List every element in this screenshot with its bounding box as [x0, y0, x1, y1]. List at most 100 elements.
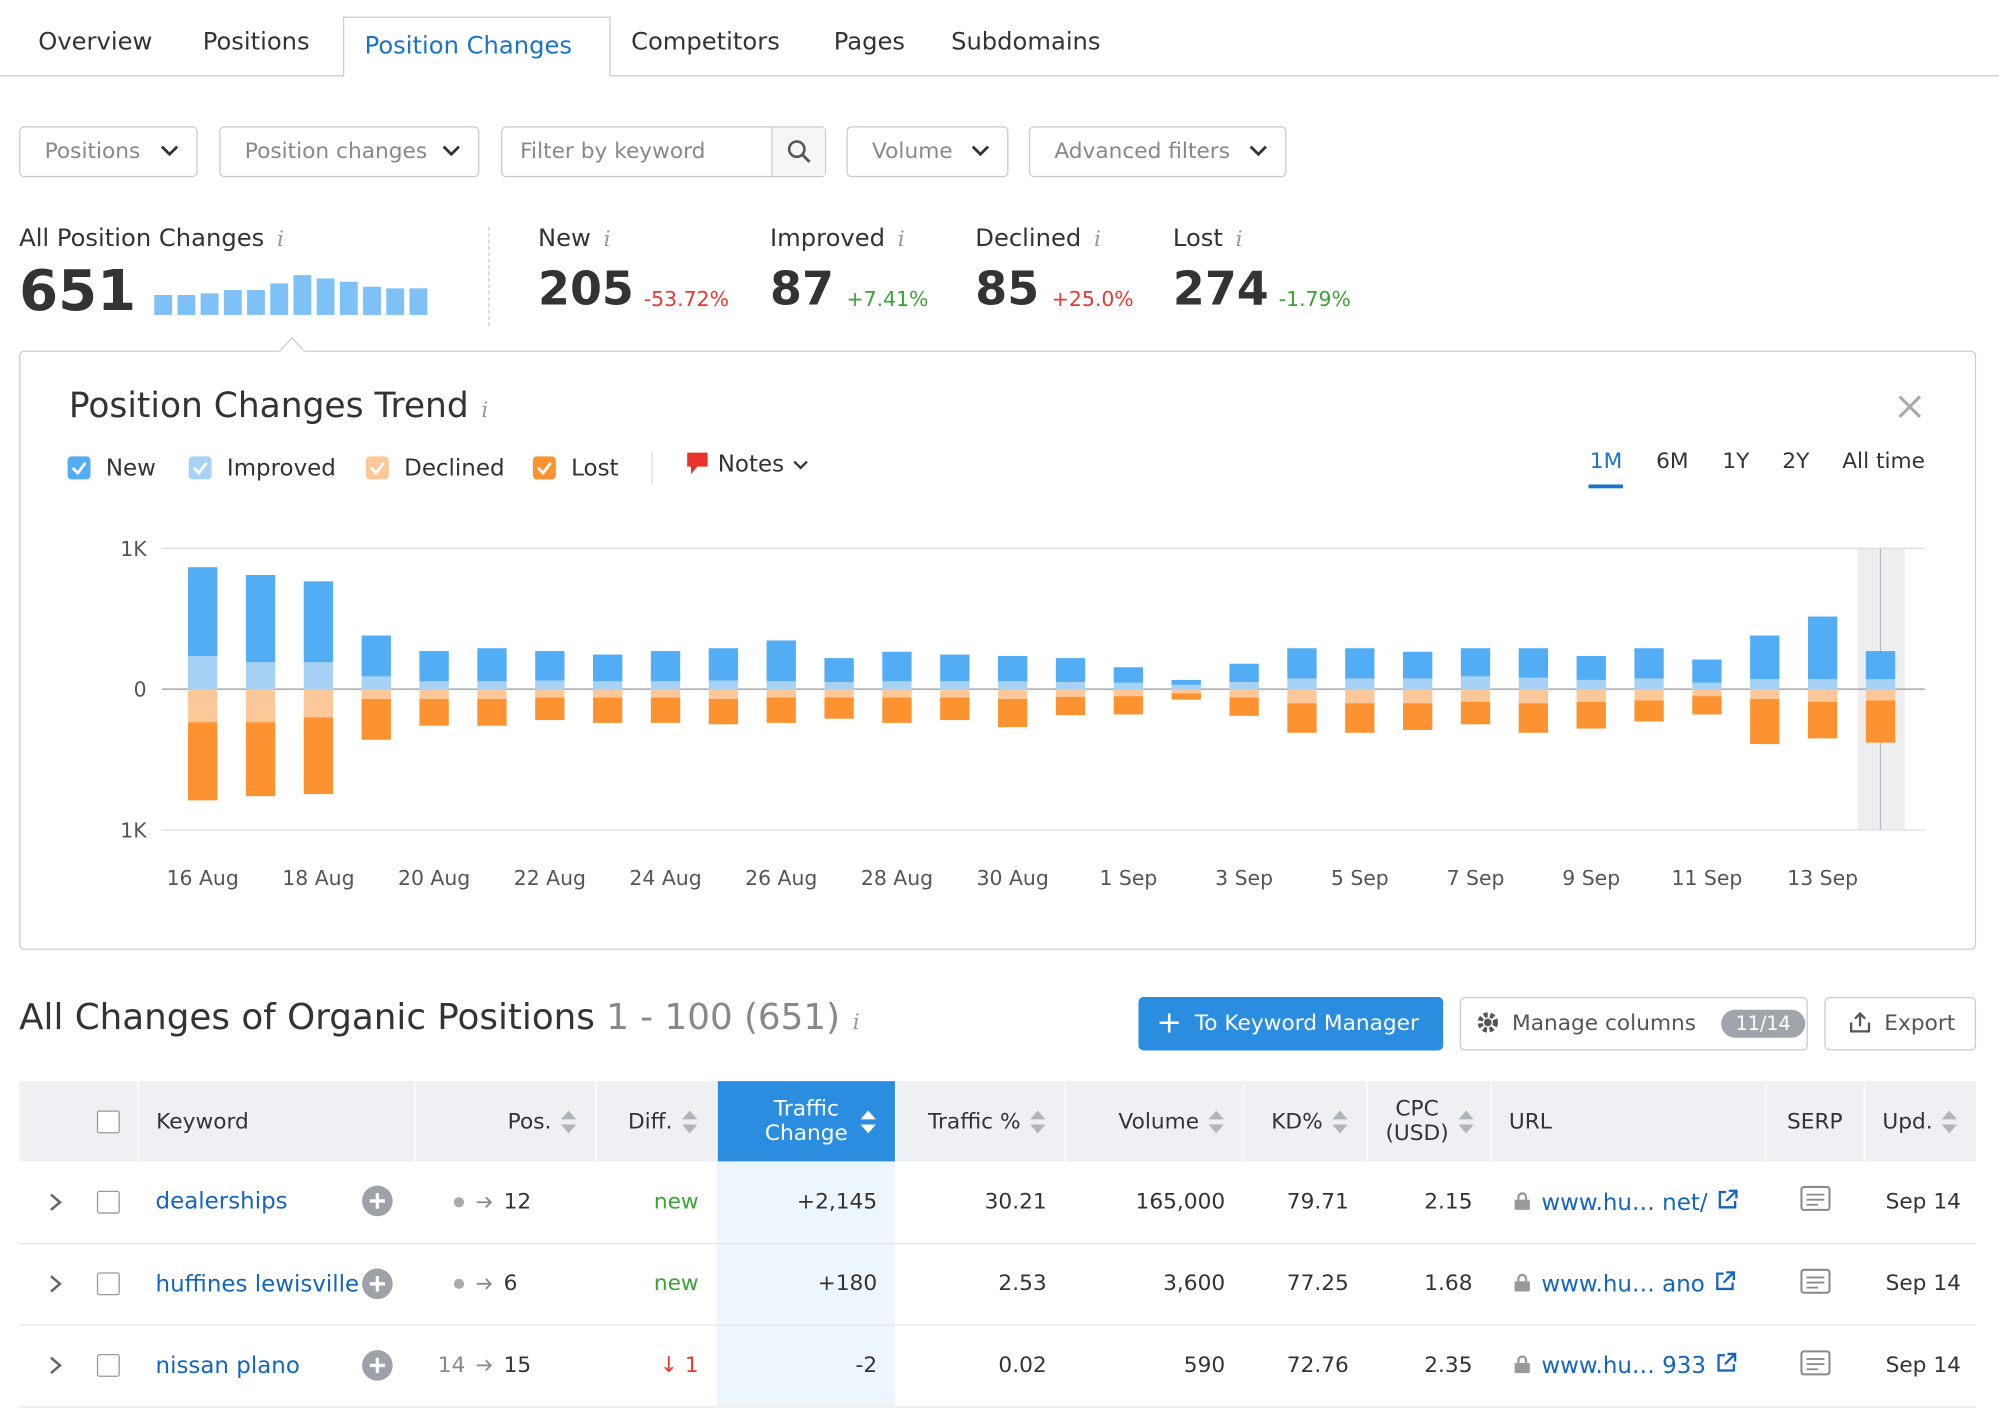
sort-icon — [1933, 1107, 1958, 1135]
bar-segment — [1287, 648, 1317, 679]
keyword-cell: huffines lewisville — [137, 1243, 415, 1326]
tab[interactable]: Position Changes — [364, 31, 573, 60]
range-option[interactable]: 1M — [1588, 449, 1624, 489]
info-icon: i — [1235, 226, 1243, 253]
keyword-link[interactable]: dealerships — [155, 1188, 288, 1216]
bar-segment — [1345, 648, 1375, 679]
updated-date: Sep 14 — [1885, 1352, 1961, 1379]
expand-icon[interactable] — [48, 1192, 63, 1212]
column-header[interactable]: Volume — [1064, 1081, 1244, 1162]
bar-segment — [535, 651, 565, 681]
url-link[interactable]: www.hu… 933 — [1541, 1352, 1706, 1380]
notes-dropdown[interactable]: Notes — [685, 450, 810, 478]
expand-icon[interactable] — [48, 1355, 63, 1375]
search-button[interactable] — [771, 127, 825, 176]
stat-label: New i — [538, 224, 611, 252]
header-cell: Pos. — [508, 1107, 577, 1135]
row-checkbox[interactable] — [96, 1353, 120, 1377]
tab[interactable]: Overview — [38, 28, 153, 57]
select-all[interactable] — [19, 1081, 139, 1162]
updated-date: Sep 14 — [1885, 1189, 1961, 1215]
tab[interactable]: Subdomains — [951, 28, 1101, 57]
bar-segment — [188, 689, 218, 723]
bar-segment — [766, 681, 796, 690]
keyword-link[interactable]: nissan plano — [155, 1352, 300, 1379]
bar-segment — [477, 689, 507, 699]
keyword-manager-button[interactable]: + To Keyword Manager — [1138, 996, 1444, 1051]
add-keyword-icon[interactable] — [361, 1267, 394, 1307]
range-option[interactable]: All time — [1842, 448, 1925, 475]
header-cell: KD% — [1271, 1107, 1348, 1135]
legend-item[interactable]: New — [67, 455, 156, 482]
summary-label-text: All Position Changes — [19, 224, 265, 253]
column-header[interactable]: Upd. — [1863, 1081, 1977, 1162]
column-header[interactable]: Pos. — [414, 1081, 597, 1162]
divider — [488, 226, 490, 327]
column-header: URL — [1490, 1081, 1767, 1162]
url-link[interactable]: www.hu… ano — [1541, 1271, 1705, 1298]
filter-dropdown[interactable]: Volume — [846, 126, 1009, 178]
row-checkbox[interactable] — [96, 1190, 120, 1214]
bar-segment — [708, 689, 739, 699]
diff-cell: new — [595, 1161, 717, 1244]
position-to: 12 — [503, 1189, 532, 1215]
bar-segment — [477, 648, 507, 682]
close-button[interactable] — [1897, 394, 1922, 419]
sort-icon — [1021, 1107, 1046, 1135]
bar-segment — [1055, 682, 1086, 690]
info-icon[interactable]: i — [276, 226, 284, 253]
column-header[interactable]: Traffic % — [894, 1081, 1066, 1162]
serp-icon[interactable] — [1799, 1186, 1831, 1217]
keyword-link[interactable]: huffines lewisville — [155, 1270, 360, 1298]
url-link[interactable]: www.hu… net/ — [1541, 1189, 1708, 1216]
bar-segment — [1403, 678, 1433, 690]
row-checkbox[interactable] — [96, 1272, 120, 1296]
filter-dropdown[interactable]: Positions — [19, 126, 198, 178]
bar-segment — [188, 567, 218, 656]
add-keyword-icon[interactable] — [361, 1184, 394, 1224]
bar-segment — [882, 697, 912, 723]
tab[interactable]: Pages — [833, 28, 906, 57]
external-link-icon — [1708, 1189, 1740, 1215]
add-keyword-icon[interactable] — [361, 1348, 394, 1388]
range-option[interactable]: 1Y — [1722, 448, 1750, 475]
export-button[interactable]: Export — [1824, 996, 1977, 1051]
column-header[interactable]: KD% — [1243, 1081, 1368, 1162]
stat-label-text: Declined — [975, 224, 1082, 253]
range-option[interactable]: 6M — [1656, 448, 1689, 475]
filter-dropdown[interactable]: Position changes — [219, 126, 480, 178]
column-header[interactable]: CPC (USD) — [1366, 1081, 1491, 1162]
chevron — [793, 460, 808, 470]
column-header[interactable]: Diff. — [595, 1081, 718, 1162]
bar-segment — [535, 697, 565, 721]
bar-segment — [245, 574, 276, 663]
button-label: To Keyword Manager — [1194, 1010, 1419, 1037]
bar-segment — [1807, 616, 1838, 680]
x-tick-label: 22 Aug — [514, 866, 586, 890]
bar-segment — [1692, 659, 1722, 683]
keyword-filter-input[interactable]: Filter by keyword — [501, 126, 827, 178]
bar-segment — [477, 681, 507, 690]
manage-columns-button[interactable]: Manage columns 11/14 — [1459, 996, 1808, 1051]
column-header[interactable]: Traffic Change — [716, 1081, 896, 1162]
info-icon[interactable]: i — [481, 397, 489, 424]
range-option[interactable]: 2Y — [1782, 448, 1810, 475]
x-tick-label: 18 Aug — [282, 866, 354, 890]
header-label: CPC (USD) — [1385, 1096, 1449, 1147]
tab[interactable]: Competitors — [631, 28, 780, 57]
gear-icon — [1477, 1012, 1499, 1033]
cpc-cell: 2.35 — [1366, 1324, 1491, 1407]
legend-item[interactable]: Improved — [188, 455, 336, 482]
legend-divider — [651, 451, 653, 485]
bar-segment — [1460, 676, 1491, 690]
expand-icon[interactable] — [48, 1274, 63, 1294]
cpc-cell: 2.15 — [1366, 1161, 1491, 1244]
legend-item[interactable]: Declined — [365, 455, 505, 482]
filter-dropdown[interactable]: Advanced filters — [1028, 126, 1287, 178]
serp-icon[interactable] — [1799, 1268, 1831, 1299]
tab[interactable]: Positions — [202, 28, 310, 57]
info-icon[interactable]: i — [852, 1009, 860, 1036]
bar-segment — [1460, 648, 1491, 677]
legend-item[interactable]: Lost — [532, 455, 619, 482]
serp-icon[interactable] — [1799, 1349, 1831, 1381]
